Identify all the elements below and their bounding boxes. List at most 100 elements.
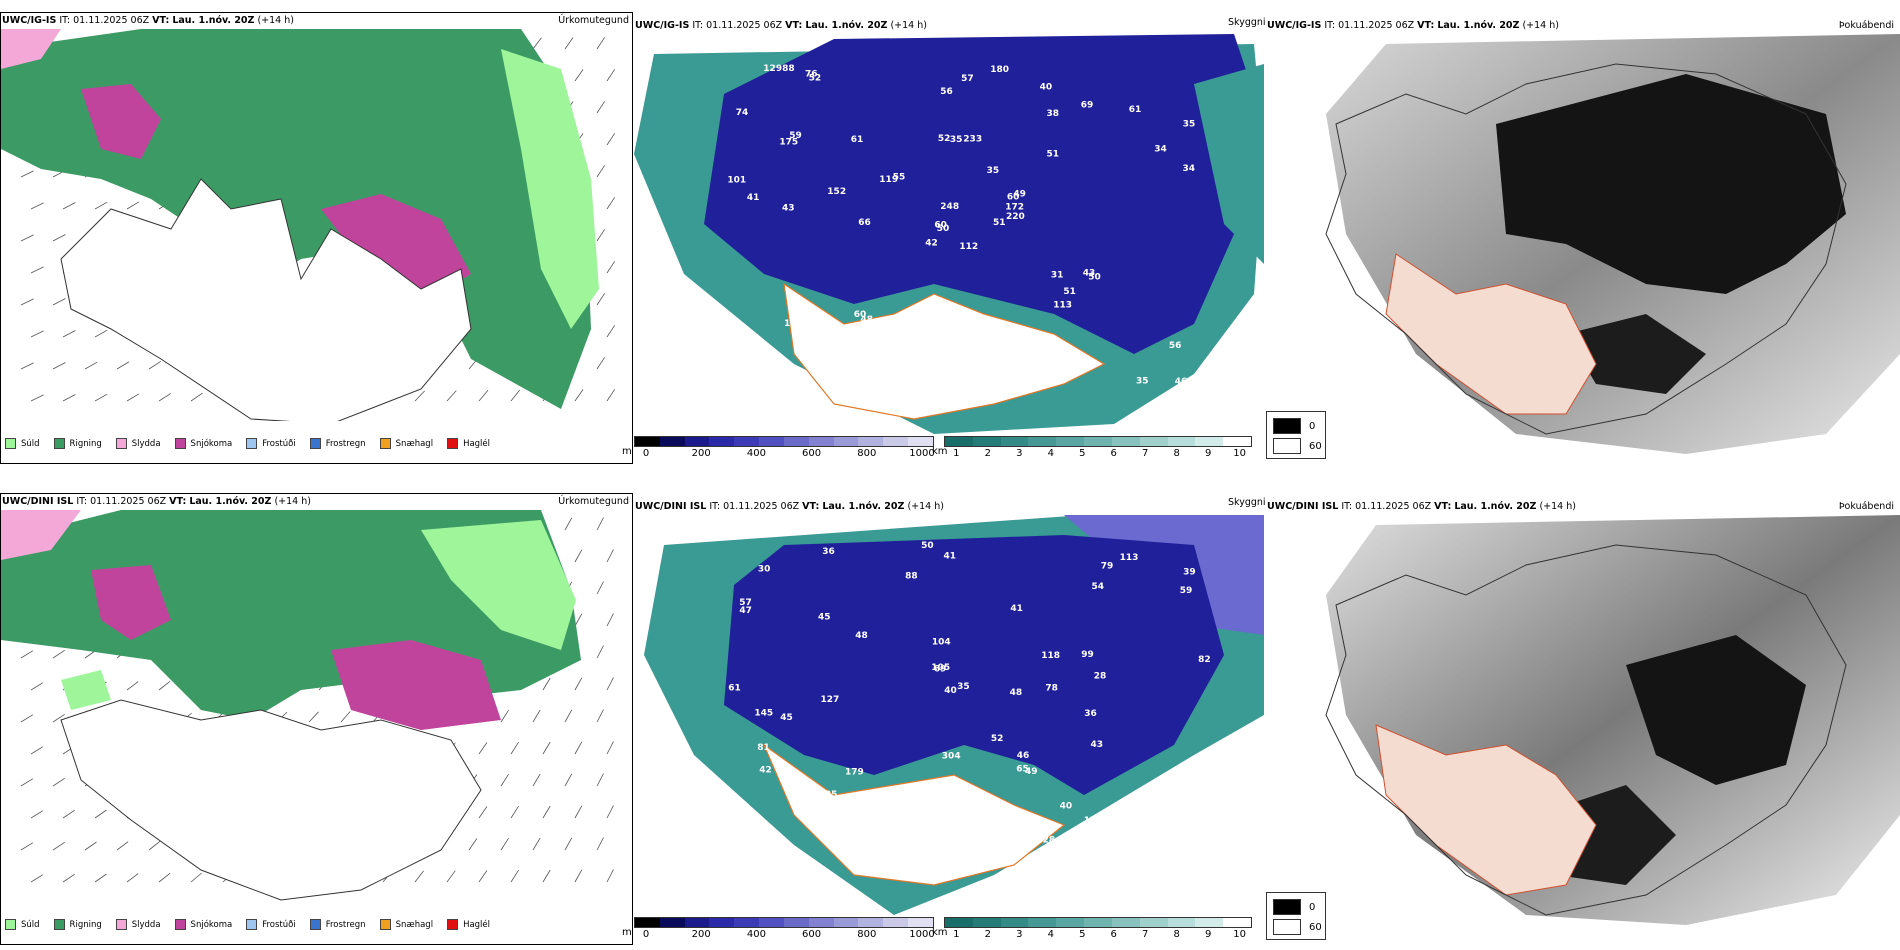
visibility-value-label: 32 (794, 860, 807, 870)
colorbar-cell (972, 437, 1001, 446)
fog-panel-1: UWC/IG-IS IT: 01.11.2025 06Z VT: Lau. 1.… (1266, 18, 1900, 464)
fog-dense-area-south (1566, 314, 1706, 394)
wind-barb (30, 202, 44, 210)
legend-swatch (115, 438, 127, 449)
colorbar-tick: 2 (984, 448, 991, 459)
colorbar-cell (945, 437, 973, 446)
colorbar-cell (1084, 918, 1112, 927)
colorbar-tick: 1 (953, 929, 960, 940)
precip-map-svg (1, 510, 614, 901)
wind-barb (20, 234, 34, 242)
visibility-value-label: 47 (878, 840, 891, 850)
visibility-map-svg: 6141993957604541104113354350474535401455… (634, 515, 1264, 915)
it-value: 01.11.2025 06Z (1355, 501, 1432, 512)
colorbar-tick: 5 (1079, 929, 1086, 940)
wind-barb (340, 711, 351, 723)
vt-value: Lau. 1.nóv. 20Z (1437, 20, 1520, 31)
colorbar-tick: 1000 (909, 448, 935, 459)
visibility-value-label: 145 (754, 708, 773, 718)
precip-map[interactable] (1, 29, 632, 421)
legend-item: Slydda (115, 919, 161, 930)
visibility-value-label: 56 (830, 839, 843, 849)
fog-dense-area (1626, 635, 1806, 785)
visibility-value-label: 35 (1183, 119, 1196, 129)
fog-legend-light-value: 60 (1309, 921, 1322, 933)
vt-label: VT: (1417, 20, 1435, 31)
colorbar-cell (635, 918, 660, 927)
wind-barb (606, 549, 614, 563)
visibility-value-label: 50 (1088, 272, 1101, 282)
visibility-value-label: 36 (1084, 709, 1097, 719)
wind-barb (542, 677, 551, 691)
it-value: 01.11.2025 06Z (706, 20, 783, 31)
visibility-value-label: 29 (1099, 826, 1112, 836)
colorbar-cell (734, 437, 760, 446)
visibility-value-label: 152 (827, 187, 846, 197)
visibility-value-label: 35 (825, 790, 838, 800)
colorbar-cell (734, 918, 760, 927)
wind-barb (500, 709, 509, 723)
colorbar-cell (1056, 918, 1085, 927)
panel-title: Þokuábendi (1838, 20, 1894, 31)
visibility-value-label: 42 (925, 239, 938, 249)
legend-label: Frostregn (325, 438, 366, 449)
legend-label: Snæhagl (395, 919, 434, 930)
visibility-value-label: 170 (1084, 816, 1103, 826)
wind-barb (510, 741, 519, 755)
colorbar-cell (1056, 437, 1085, 446)
colorbar-cell (908, 918, 933, 927)
colorbar-cell (858, 918, 884, 927)
it-label: IT: (1341, 501, 1353, 512)
wind-barb (478, 806, 488, 819)
model-name: UWC/IG-IS (635, 20, 690, 31)
colorbar-cell (1139, 437, 1168, 446)
iceland-outline (1325, 544, 1847, 916)
ceiling-colorbar-cells (634, 436, 934, 447)
visibility-value-label: 113 (1053, 300, 1072, 310)
visibility-value-label: 41 (944, 551, 957, 561)
visibility-value-label: 47 (739, 606, 752, 616)
fog-map[interactable] (1266, 34, 1900, 454)
precip-map-svg (1, 29, 616, 421)
lead-time: (+14 h) (1522, 20, 1559, 31)
visibility-sea-teal-east (1194, 64, 1264, 264)
colorbar-cell (1000, 437, 1029, 446)
visibility-map[interactable]: 112 175 50 72 60 48 40 233 38 51 52 46 43 35 42 51 49 52 3… (634, 34, 1264, 434)
colorbar-cell (945, 918, 973, 927)
wind-barb (574, 549, 583, 563)
wind-barb (606, 869, 614, 883)
visibility-value-label: 48 (855, 631, 868, 641)
legend-label: Frostúði (262, 438, 296, 449)
visibility-map[interactable]: 61 41 99 39 57 60 45 41 104 113 35 43 50 47 45 35 40 145 5… (634, 515, 1264, 915)
wind-barb (606, 69, 616, 82)
visibility-value-label: 248 (940, 202, 959, 212)
fog-legend: 0 60 (1266, 892, 1326, 940)
colorbar-cell (759, 918, 784, 927)
wind-barb (564, 773, 573, 787)
precip-map[interactable] (1, 510, 632, 902)
visibility-value-label: 48 (1010, 688, 1023, 698)
colorbar-cell (659, 918, 685, 927)
wind-barb (414, 870, 424, 883)
fog-map[interactable] (1266, 515, 1900, 935)
colorbar-cell (1139, 918, 1168, 927)
wind-barb (116, 361, 130, 370)
colorbar-tick: 10 (1233, 929, 1247, 940)
wind-barb (20, 650, 34, 659)
colorbar-cell (1223, 437, 1251, 446)
model-name: UWC/DINI ISL (2, 496, 74, 507)
visibility-labels: 6141993957604541104113354350474535401455… (727, 541, 1218, 887)
colorbar-tick: 10 (1233, 448, 1247, 459)
wind-barb (30, 874, 44, 883)
fog-legend-dark: 0 (1273, 418, 1315, 434)
visibility-value-label: 34 (1183, 164, 1196, 174)
visibility-value-label: 125 (852, 373, 871, 383)
wind-barb (94, 873, 107, 883)
lead-time: (+14 h) (890, 20, 927, 31)
visibility-colorbar-ticks: 1 2 3 4 5 6 7 8 9 10 (944, 447, 1252, 461)
legend-swatch (309, 919, 321, 930)
legend-label: Slydda (131, 919, 161, 930)
wind-barb (414, 390, 425, 402)
fog-panel-2: UWC/DINI ISL IT: 01.11.2025 06Z VT: Lau.… (1266, 499, 1900, 945)
precip-panel-2: UWC/DINI ISL IT: 01.11.2025 06Z VT: Lau.… (0, 493, 633, 945)
